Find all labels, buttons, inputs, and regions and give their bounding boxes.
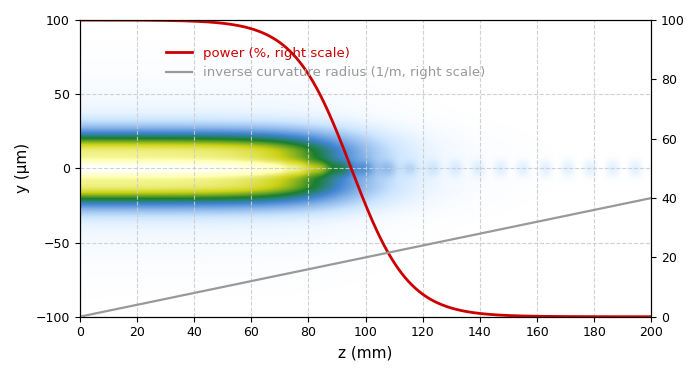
Y-axis label: y (μm): y (μm) [15,143,30,194]
X-axis label: z (mm): z (mm) [338,345,393,360]
Legend: power (%, right scale), inverse curvature radius (1/m, right scale): power (%, right scale), inverse curvatur… [160,41,490,85]
